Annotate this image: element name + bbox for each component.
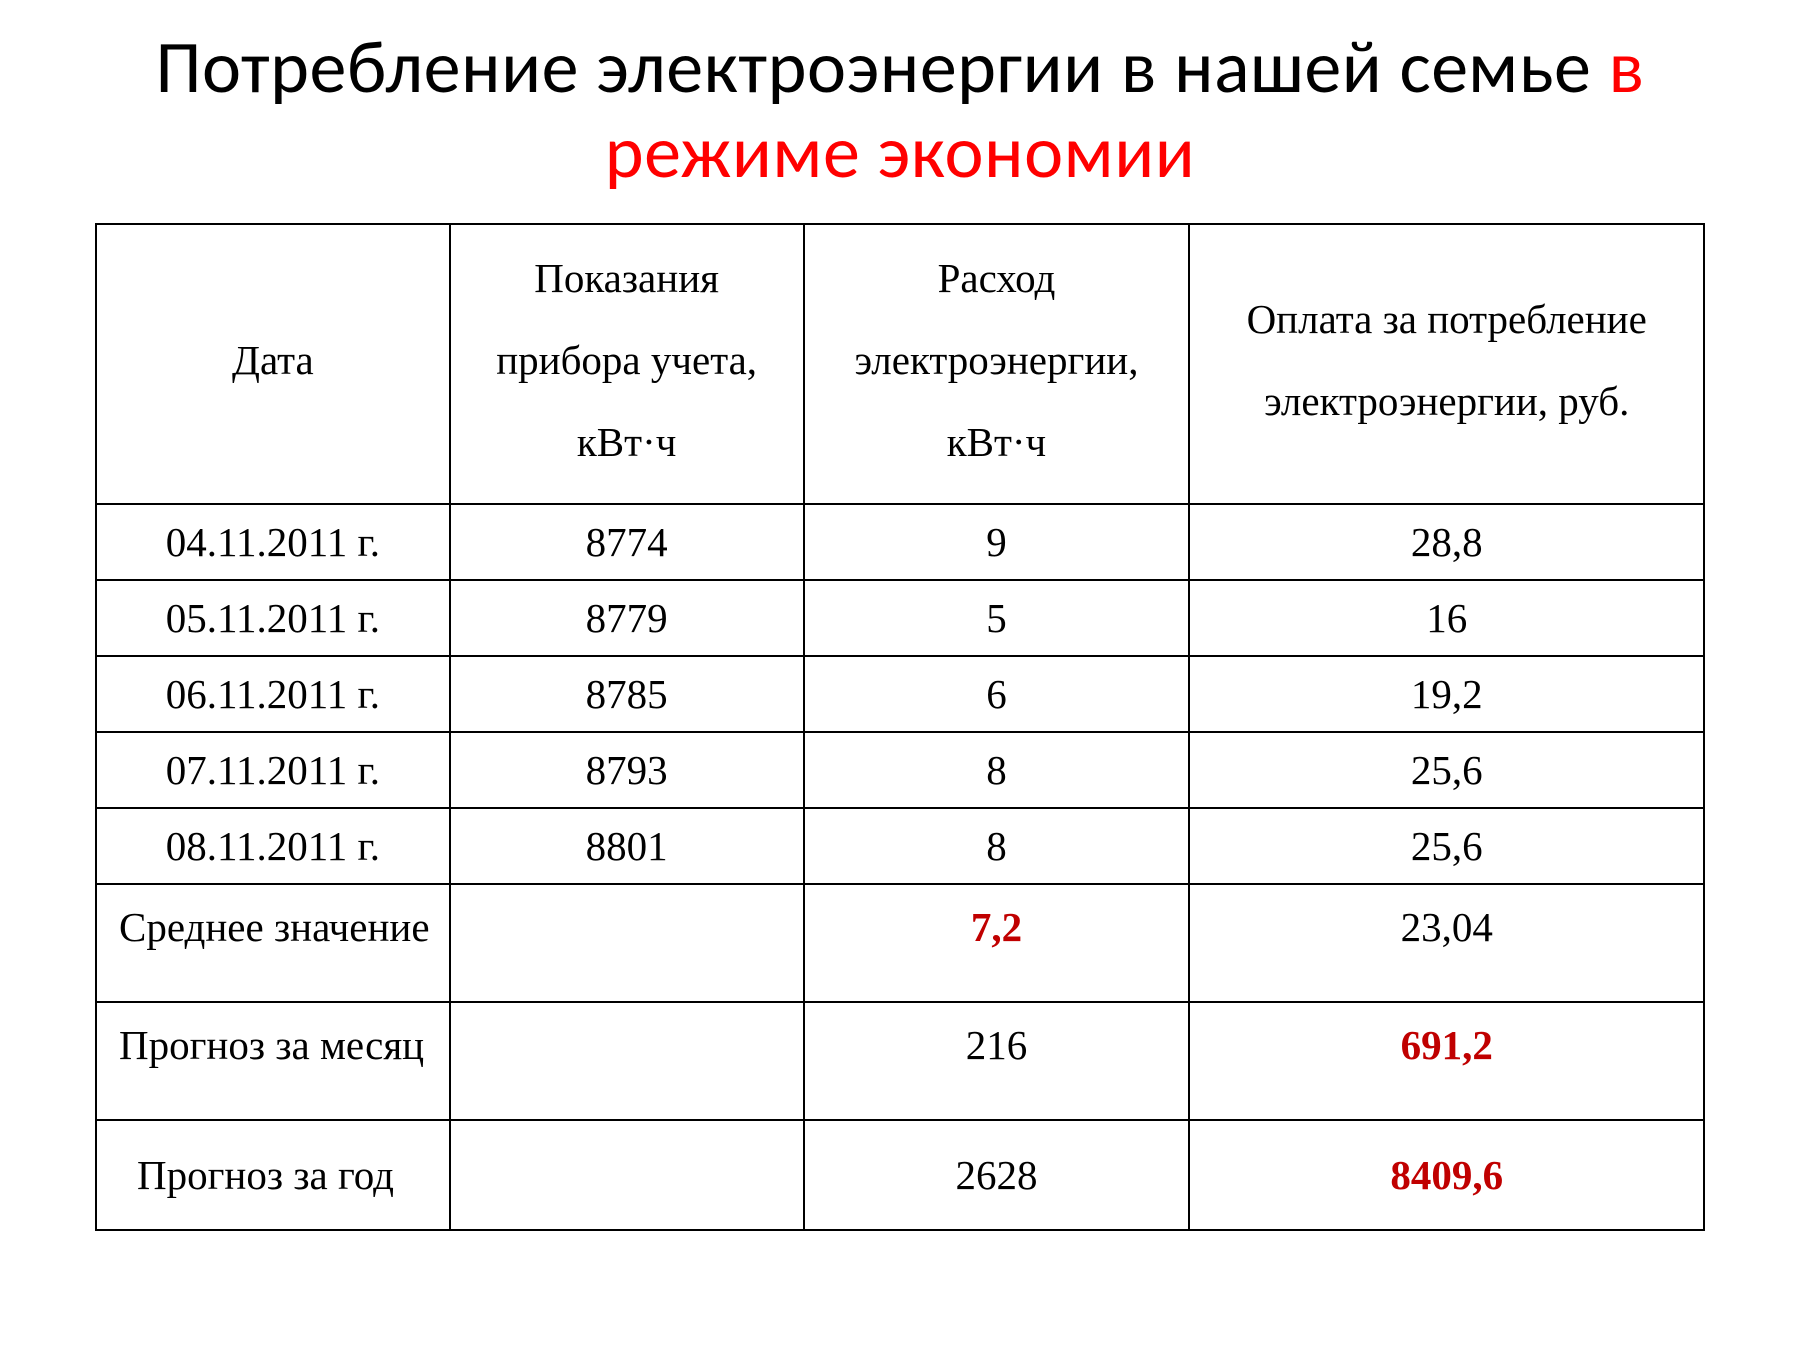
cell-date: 05.11.2011 г. (96, 580, 450, 656)
cell-date: 06.11.2011 г. (96, 656, 450, 732)
col-usage: Расход электроэнергии, кВт·ч (804, 224, 1190, 504)
cell-usage: 6 (804, 656, 1190, 732)
cell-usage: 9 (804, 504, 1190, 580)
table-header-row: Дата Показания прибора учета, кВт·ч Расх… (96, 224, 1704, 504)
cell-reading: 8779 (450, 580, 804, 656)
cell-payment: 23,04 (1189, 884, 1704, 1002)
cell-reading (450, 884, 804, 1002)
cell-date: 04.11.2011 г. (96, 504, 450, 580)
table-row: 05.11.2011 г. 8779 5 16 (96, 580, 1704, 656)
cell-date: 07.11.2011 г. (96, 732, 450, 808)
cell-usage: 8 (804, 732, 1190, 808)
table-row: 06.11.2011 г. 8785 6 19,2 (96, 656, 1704, 732)
title-part1: Потребление электроэнергии в нашей семье (156, 22, 1609, 112)
cell-payment: 25,6 (1189, 808, 1704, 884)
page-title: Потребление электроэнергии в нашей семье… (95, 25, 1705, 195)
table-row: 04.11.2011 г. 8774 9 28,8 (96, 504, 1704, 580)
cell-reading (450, 1002, 804, 1120)
cell-usage: 5 (804, 580, 1190, 656)
summary-row-average: Среднее значение 7,2 23,04 (96, 884, 1704, 1002)
cell-payment: 16 (1189, 580, 1704, 656)
table-row: 07.11.2011 г. 8793 8 25,6 (96, 732, 1704, 808)
summary-row-month: Прогноз за месяц 216 691,2 (96, 1002, 1704, 1120)
cell-label: Прогноз за месяц (96, 1002, 450, 1120)
energy-table: Дата Показания прибора учета, кВт·ч Расх… (95, 223, 1705, 1231)
cell-payment: 691,2 (1189, 1002, 1704, 1120)
cell-payment: 19,2 (1189, 656, 1704, 732)
table-body: 04.11.2011 г. 8774 9 28,8 05.11.2011 г. … (96, 504, 1704, 1230)
table-row: 08.11.2011 г. 8801 8 25,6 (96, 808, 1704, 884)
cell-reading: 8801 (450, 808, 804, 884)
cell-date: 08.11.2011 г. (96, 808, 450, 884)
cell-reading (450, 1120, 804, 1230)
cell-reading: 8793 (450, 732, 804, 808)
cell-label: Среднее значение (96, 884, 450, 1002)
cell-reading: 8774 (450, 504, 804, 580)
cell-usage: 216 (804, 1002, 1190, 1120)
cell-payment: 8409,6 (1189, 1120, 1704, 1230)
summary-row-year: Прогноз за год 2628 8409,6 (96, 1120, 1704, 1230)
cell-reading: 8785 (450, 656, 804, 732)
col-reading: Показания прибора учета, кВт·ч (450, 224, 804, 504)
col-payment: Оплата за потребление электроэнергии, ру… (1189, 224, 1704, 504)
cell-usage: 7,2 (804, 884, 1190, 1002)
page-container: Потребление электроэнергии в нашей семье… (0, 0, 1800, 1350)
cell-usage: 8 (804, 808, 1190, 884)
cell-label: Прогноз за год (96, 1120, 450, 1230)
cell-payment: 28,8 (1189, 504, 1704, 580)
cell-usage: 2628 (804, 1120, 1190, 1230)
col-date: Дата (96, 224, 450, 504)
cell-payment: 25,6 (1189, 732, 1704, 808)
